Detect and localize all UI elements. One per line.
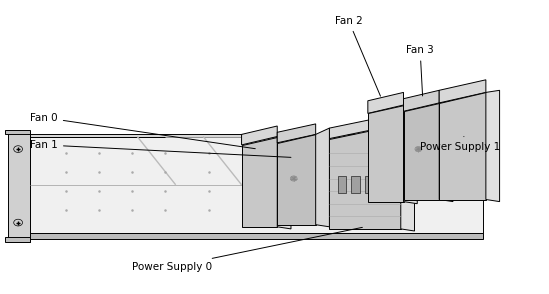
Polygon shape <box>404 103 417 204</box>
Bar <box>338 176 346 193</box>
Bar <box>351 176 360 193</box>
Polygon shape <box>368 105 404 202</box>
Polygon shape <box>277 134 316 225</box>
Polygon shape <box>30 134 483 136</box>
Polygon shape <box>277 124 316 143</box>
Polygon shape <box>5 237 30 241</box>
Bar <box>365 176 373 193</box>
Polygon shape <box>277 132 291 229</box>
Text: Power Supply 0: Power Supply 0 <box>132 227 362 272</box>
Polygon shape <box>30 136 483 233</box>
Polygon shape <box>368 92 404 113</box>
Polygon shape <box>439 80 486 103</box>
Polygon shape <box>404 90 439 111</box>
Polygon shape <box>316 128 329 227</box>
Polygon shape <box>404 103 439 200</box>
Polygon shape <box>439 92 486 200</box>
Polygon shape <box>5 130 30 134</box>
Polygon shape <box>242 136 277 227</box>
Polygon shape <box>439 101 453 202</box>
Polygon shape <box>329 124 401 229</box>
Polygon shape <box>242 126 277 145</box>
Polygon shape <box>8 132 30 241</box>
Polygon shape <box>16 136 30 237</box>
Text: Fan 0: Fan 0 <box>30 113 255 149</box>
Text: Fan 1: Fan 1 <box>30 140 291 157</box>
Polygon shape <box>401 124 414 231</box>
Text: Fan 3: Fan 3 <box>406 45 434 96</box>
Text: Power Supply 1: Power Supply 1 <box>420 136 500 152</box>
Bar <box>379 176 387 193</box>
Polygon shape <box>329 113 401 138</box>
Polygon shape <box>30 233 483 239</box>
Polygon shape <box>486 90 500 202</box>
Text: Fan 2: Fan 2 <box>335 16 380 96</box>
